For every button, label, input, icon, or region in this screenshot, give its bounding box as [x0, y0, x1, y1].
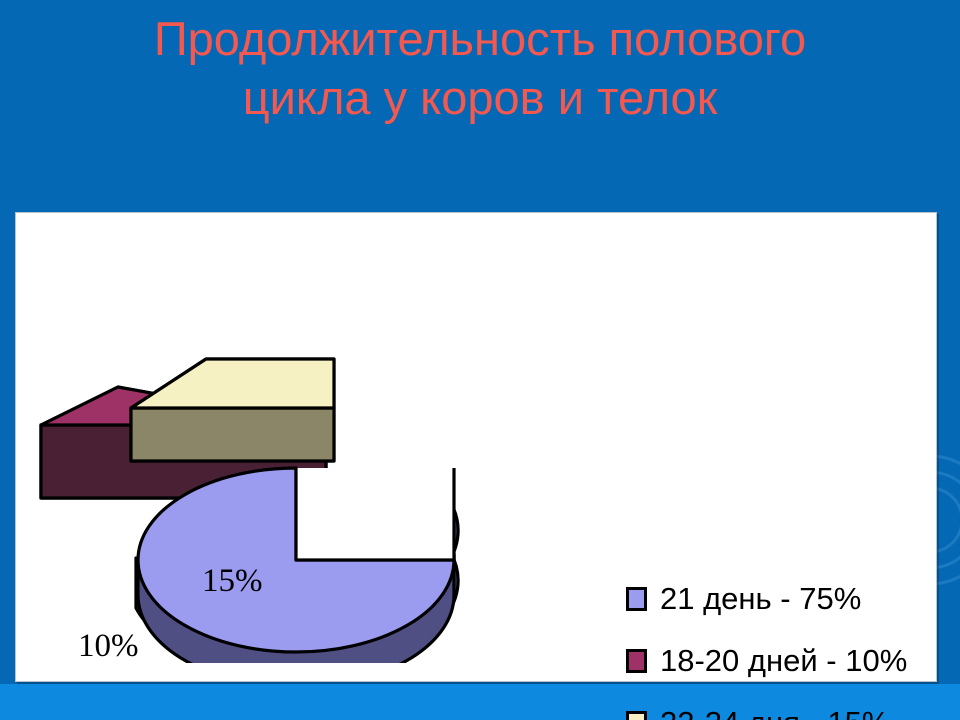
- legend-item-22-24-dnya[interactable]: 22-24 дня - 15%: [626, 692, 907, 720]
- legend-label-18-20-dney: 18-20 дней - 10%: [660, 643, 908, 678]
- pie-slice-22-24-dnya[interactable]: [129, 357, 336, 463]
- pie-chart: [36, 313, 596, 689]
- chart-panel: 15% 10% 75% 21 день - 75% 18-20 дней - 1…: [15, 212, 937, 720]
- pie-slice-21-den[interactable]: [134, 466, 460, 689]
- legend-swatch-22-24-dnya: [626, 711, 647, 720]
- background-lower-band: [0, 684, 960, 720]
- slide-title: Продолжительность полового цикла у коров…: [153, 12, 807, 124]
- pie-value-label-10: 10%: [78, 628, 139, 664]
- legend-item-21-den[interactable]: 21 день - 75%: [626, 568, 907, 630]
- legend-label-22-24-dnya: 22-24 дня - 15%: [660, 705, 890, 720]
- pie-chart-svg: [39, 357, 460, 689]
- legend-label-21-den: 21 день - 75%: [660, 581, 862, 616]
- pie-value-label-15: 15%: [202, 563, 263, 599]
- legend-swatch-18-20-dney: [626, 649, 647, 673]
- legend-item-18-20-dney[interactable]: 18-20 дней - 10%: [626, 630, 907, 692]
- chart-legend: 21 день - 75% 18-20 дней - 10% 22-24 дня…: [626, 568, 907, 720]
- legend-swatch-21-den: [626, 587, 647, 611]
